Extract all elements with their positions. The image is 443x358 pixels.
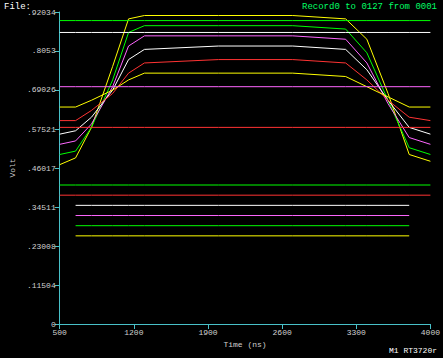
svg-text:Volt: Volt — [8, 158, 17, 177]
svg-text:.92034: .92034 — [27, 8, 56, 17]
svg-text:M1 RT3720r: M1 RT3720r — [389, 346, 437, 355]
svg-text:.69026: .69026 — [27, 85, 56, 94]
svg-text:File:: File: — [4, 1, 31, 12]
svg-text:0: 0 — [50, 319, 56, 329]
svg-text:Record0 to 0127 from 0001: Record0 to 0127 from 0001 — [302, 2, 437, 12]
svg-text:Time (ns): Time (ns) — [223, 340, 266, 349]
svg-text:.11504: .11504 — [27, 281, 56, 290]
svg-text:1200: 1200 — [124, 328, 143, 337]
svg-text:4000: 4000 — [421, 328, 440, 337]
svg-text:.57521: .57521 — [27, 125, 56, 134]
svg-text:.46017: .46017 — [27, 164, 56, 173]
svg-text:.8053: .8053 — [32, 46, 56, 55]
svg-text:.23008: .23008 — [27, 242, 56, 251]
svg-text:.34511: .34511 — [27, 203, 56, 212]
svg-text:500: 500 — [53, 328, 68, 337]
svg-text:1900: 1900 — [198, 328, 217, 337]
svg-text:2600: 2600 — [273, 328, 292, 337]
svg-text:3300: 3300 — [347, 328, 366, 337]
